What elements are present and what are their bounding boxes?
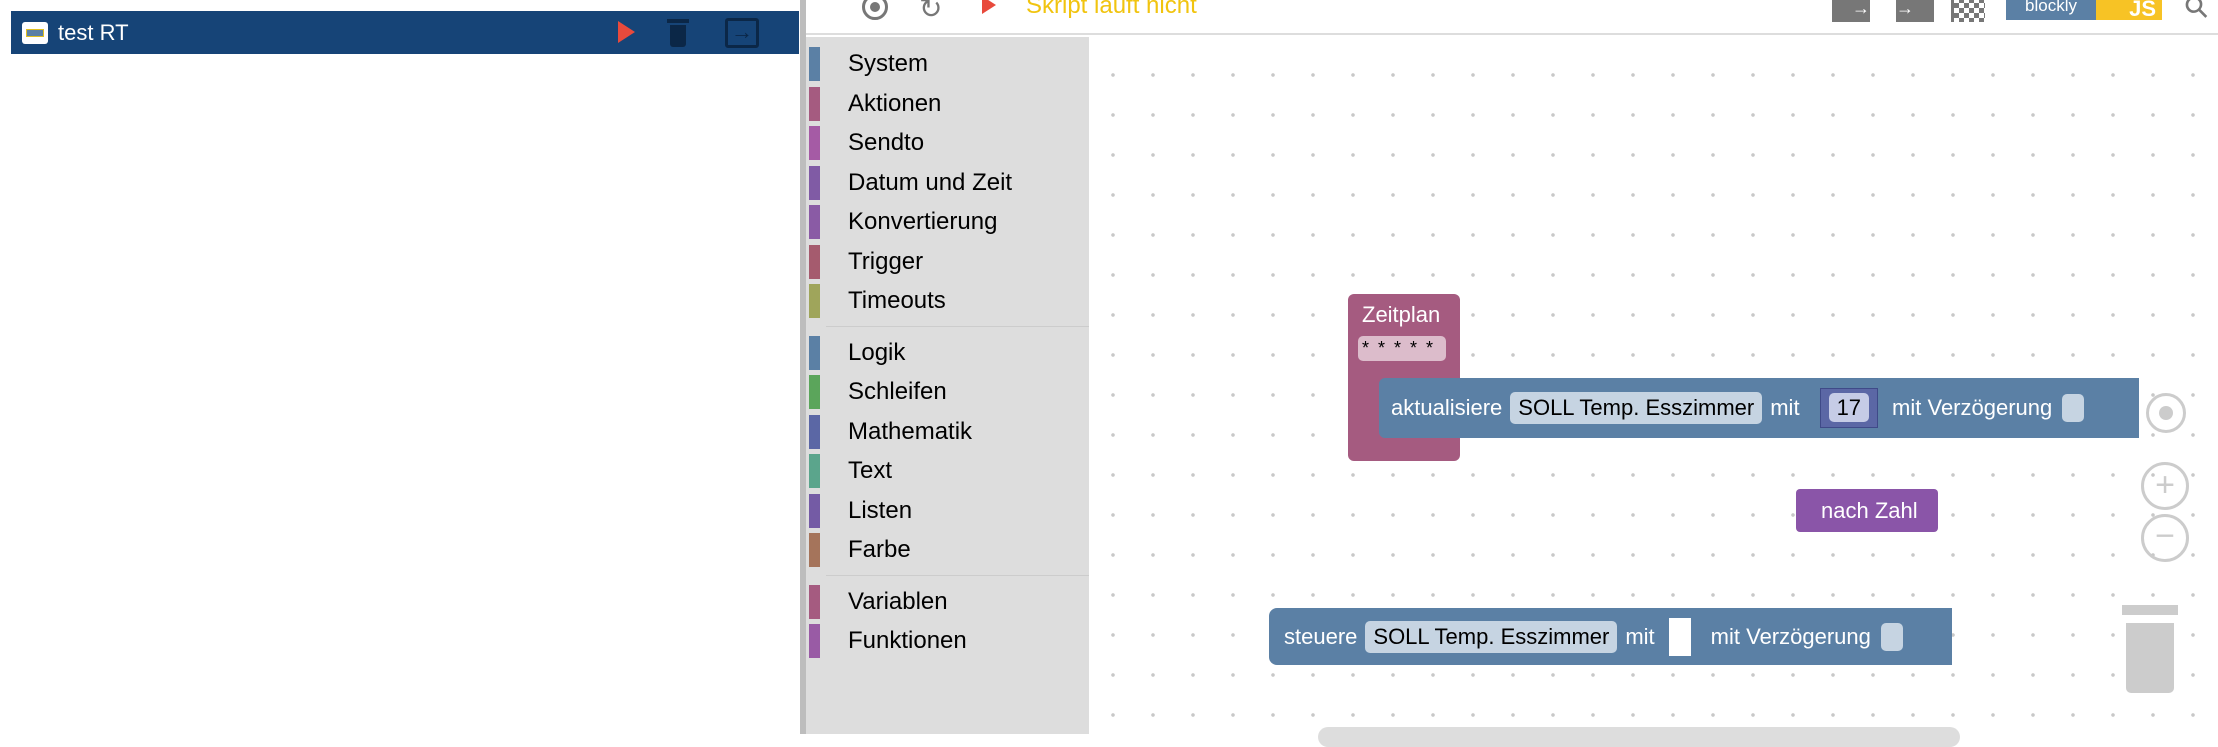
category-label: Timeouts [848, 287, 946, 314]
target-icon[interactable] [862, 0, 888, 20]
toolbox-category-funktionen[interactable]: Funktionen [806, 624, 1089, 658]
toolbox-category-aktionen[interactable]: Aktionen [806, 86, 1089, 121]
script-list-item[interactable]: test RT → [11, 11, 799, 54]
category-label: Datum und Zeit [848, 168, 1013, 196]
category-color-bar [809, 493, 820, 528]
category-color-bar [809, 244, 820, 279]
delay-label: mit Verzögerung [1710, 623, 1871, 649]
editor-toolbar: ↻ Skript läuft nicht → → blockly JS ⚲ [806, 0, 2218, 35]
update-label: aktualisiere [1391, 395, 1503, 420]
schedule-title: Zeitplan [1362, 302, 1441, 327]
blockly-icon [22, 21, 48, 44]
toolbox-category-sendto[interactable]: Sendto [806, 126, 1089, 160]
object-field[interactable]: SOLL Temp. Esszimmer [1365, 620, 1618, 653]
category-color-bar [809, 205, 820, 239]
category-color-bar [809, 47, 820, 81]
trash-icon[interactable] [667, 19, 689, 47]
import-icon[interactable]: → [1896, 0, 1934, 22]
control-label: steuere [1284, 623, 1358, 649]
toolbox-category-trigger[interactable]: Trigger [806, 244, 1089, 279]
play-icon[interactable] [618, 21, 635, 43]
script-status: Skript läuft nicht [1026, 0, 1197, 19]
toolbox-separator [826, 325, 1089, 327]
category-label: Schleifen [848, 378, 947, 405]
block-toolbox: System Aktionen Sendto Datum und Zeit Konver… [806, 37, 1089, 734]
category-label: System [848, 50, 929, 77]
category-label: Logik [848, 338, 906, 366]
toolbox-category-mathematik[interactable]: Mathematik [806, 414, 1089, 449]
category-color-bar [809, 533, 820, 567]
delay-checkbox[interactable] [1880, 622, 1903, 651]
play-icon[interactable] [982, 0, 996, 14]
category-color-bar [809, 454, 820, 488]
category-label: Variablen [848, 587, 948, 615]
toolbox-category-datum-und-zeit[interactable]: Datum und Zeit [806, 165, 1089, 200]
toolbox-category-konvertierung[interactable]: Konvertierung [806, 205, 1089, 239]
category-color-bar [809, 335, 820, 370]
category-label: Mathematik [848, 417, 973, 445]
collapsed-block[interactable] [1318, 727, 1960, 747]
category-color-bar [809, 375, 820, 409]
script-list-panel: test RT → [0, 0, 800, 734]
export-icon[interactable]: → [1832, 0, 1870, 22]
export-icon[interactable]: → [725, 18, 759, 48]
checkered-flag-icon[interactable] [1951, 0, 1985, 22]
blockly-workspace[interactable]: Zeitplan * * * * * aktualisiere SOLL Tem… [1089, 37, 2218, 747]
category-color-bar [809, 584, 820, 619]
update-block[interactable]: aktualisiere SOLL Temp. Esszimmer mit 17… [1379, 378, 2139, 438]
with-label: mit [1625, 623, 1655, 649]
category-label: Funktionen [848, 627, 967, 654]
category-label: Text [848, 457, 893, 484]
object-field[interactable]: SOLL Temp. Esszimmer [1510, 392, 1763, 424]
refresh-icon[interactable]: ↻ [919, 0, 943, 24]
script-name: test RT [58, 19, 129, 45]
category-color-bar [809, 86, 820, 121]
category-label: Sendto [848, 129, 925, 156]
number-field[interactable]: 17 [1828, 393, 1870, 422]
toolbox-category-text[interactable]: Text [806, 454, 1089, 488]
blockly-js-logo[interactable]: blockly JS [2006, 0, 2162, 21]
trash-icon[interactable] [2122, 605, 2178, 693]
cron-field[interactable]: * * * * * [1358, 336, 1446, 361]
panel-resizer[interactable] [800, 0, 806, 734]
control-block[interactable]: steuere SOLL Temp. Esszimmer mit mit Ver… [1269, 608, 1952, 665]
toolbox-category-variablen[interactable]: Variablen [806, 584, 1089, 619]
toolbox-category-timeouts[interactable]: Timeouts [806, 284, 1089, 318]
delay-label: mit Verzögerung [1892, 395, 2053, 420]
toolbox-separator [826, 574, 1089, 576]
category-color-bar [809, 284, 820, 318]
toolbox-category-listen[interactable]: Listen [806, 493, 1089, 528]
category-label: Trigger [848, 247, 924, 275]
category-label: Listen [848, 496, 913, 524]
toolbox-category-logik[interactable]: Logik [806, 335, 1089, 370]
category-label: Farbe [848, 536, 911, 563]
search-icon[interactable]: ⚲ [2177, 0, 2217, 27]
zoom-in-icon[interactable]: + [2141, 462, 2189, 510]
empty-input-slot[interactable] [1668, 617, 1691, 656]
to-number-label: nach Zahl [1821, 497, 1918, 523]
category-color-bar [809, 624, 820, 658]
category-label: Konvertierung [848, 208, 998, 235]
toolbox-category-system[interactable]: System [806, 47, 1089, 81]
with-label: mit [1770, 395, 1800, 420]
category-color-bar [809, 414, 820, 449]
delay-checkbox[interactable] [2062, 394, 2085, 422]
toolbox-category-farbe[interactable]: Farbe [806, 533, 1089, 567]
to-number-block[interactable]: nach Zahl [1796, 489, 1938, 532]
recenter-icon[interactable] [2146, 393, 2186, 433]
category-color-bar [809, 165, 820, 200]
category-color-bar [809, 126, 820, 160]
category-label: Aktionen [848, 89, 942, 117]
zoom-out-icon[interactable]: − [2141, 514, 2189, 562]
toolbox-category-schleifen[interactable]: Schleifen [806, 375, 1089, 409]
